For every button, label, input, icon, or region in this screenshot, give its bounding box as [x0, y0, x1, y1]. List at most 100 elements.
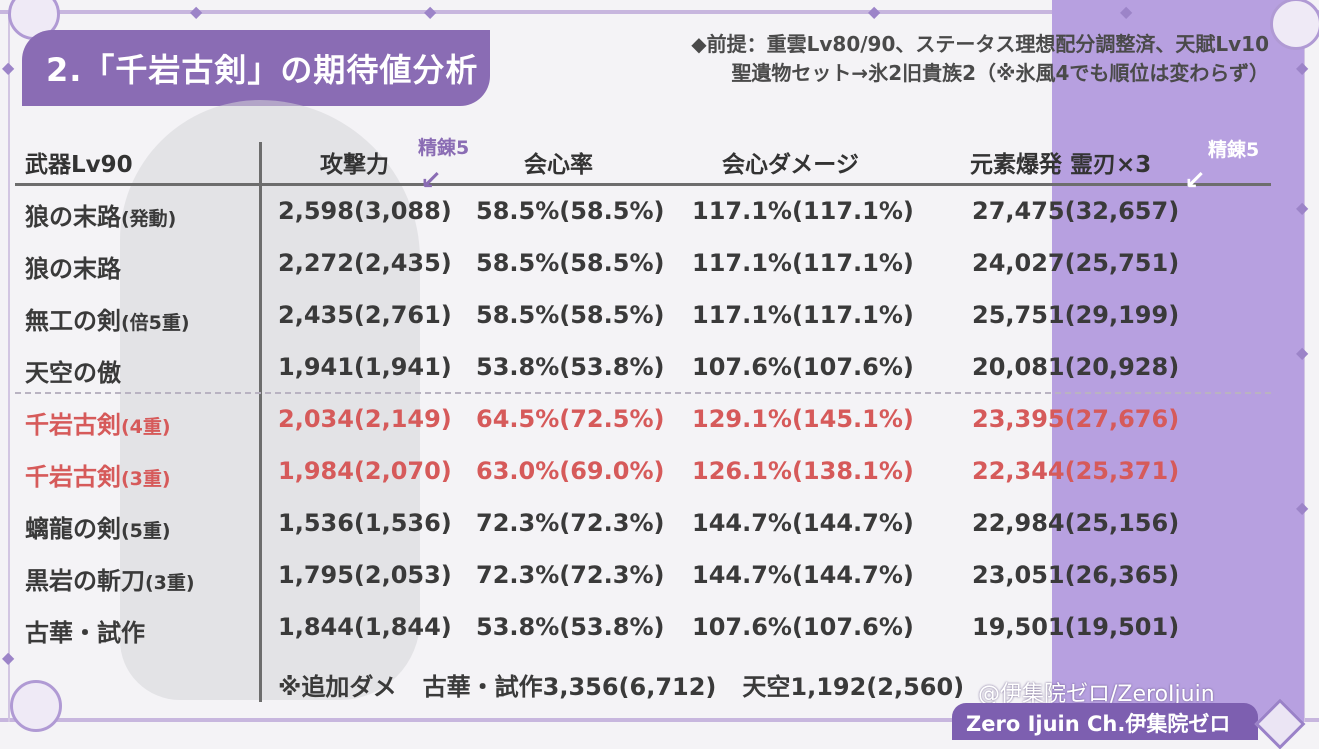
premise-line-1: ◆前提：重雲Lv80/90、ステータス理想配分調整済、天賦Lv10	[691, 32, 1269, 56]
cell-crit-rate: 58.5%(58.5%)	[476, 301, 665, 329]
cell-burst: 23,395(27,676)	[972, 405, 1180, 433]
cell-burst: 20,081(20,928)	[972, 353, 1180, 381]
diamond-ornament-icon: ◆	[1296, 343, 1309, 362]
cell-atk: 2,272(2,435)	[278, 249, 452, 277]
cell-crit-rate: 64.5%(72.5%)	[476, 405, 665, 433]
cell-weapon-name: 千岩古剣(3重)	[25, 457, 171, 492]
table-dashed-divider	[15, 392, 1271, 394]
cell-crit-rate: 53.8%(53.8%)	[476, 613, 665, 641]
diamond-ornament-icon: ◆	[1296, 58, 1309, 77]
cell-crit-dmg: 117.1%(117.1%)	[692, 197, 914, 225]
cell-atk: 1,984(2,070)	[278, 457, 452, 485]
diamond-ornament-icon: ◆	[2, 58, 15, 77]
cell-burst: 19,501(19,501)	[972, 613, 1180, 641]
header-burst: 元素爆発 霊刃×3	[970, 152, 1152, 178]
cell-atk: 2,435(2,761)	[278, 301, 452, 329]
cell-weapon-name: 螭龍の剣(5重)	[25, 509, 171, 544]
bottom-left-emblem-icon	[10, 680, 62, 732]
weapon-suffix: (発動)	[121, 208, 177, 230]
cell-crit-rate: 53.8%(53.8%)	[476, 353, 665, 381]
diamond-ornament-icon: ◆	[190, 2, 203, 21]
premise-line-2: 聖遺物セット→氷2旧貴族2（※氷風4でも順位は変わらず）	[731, 61, 1269, 85]
note-item-1: 古華・試作3,356(6,712)	[422, 673, 717, 701]
header-weapon: 武器Lv90	[25, 152, 133, 178]
weapon-suffix: (3重)	[121, 468, 171, 490]
cell-crit-rate: 58.5%(58.5%)	[476, 197, 665, 225]
diamond-ornament-icon: ◆	[424, 2, 437, 21]
weapon-name: 千岩古剣	[25, 411, 121, 439]
cell-crit-dmg: 107.6%(107.6%)	[692, 353, 914, 381]
weapon-name: 螭龍の剣	[25, 515, 121, 543]
weapon-suffix: (5重)	[121, 520, 171, 542]
title-banner	[22, 30, 490, 106]
page-title: 2.「千岩古剣」の期待値分析	[46, 51, 479, 89]
cell-weapon-name: 無工の剣(倍5重)	[25, 301, 190, 336]
cell-crit-rate: 72.3%(72.3%)	[476, 561, 665, 589]
bottom-frame-border	[0, 718, 1319, 722]
cell-burst: 25,751(29,199)	[972, 301, 1180, 329]
cell-weapon-name: 狼の末路	[25, 249, 121, 284]
left-frame-border	[8, 10, 10, 722]
cell-crit-dmg: 126.1%(138.1%)	[692, 457, 914, 485]
weapon-name: 千岩古剣	[25, 463, 121, 491]
cell-crit-rate: 72.3%(72.3%)	[476, 509, 665, 537]
premise-text: ◆前提：重雲Lv80/90、ステータス理想配分調整済、天賦Lv10 聖遺物セット…	[691, 30, 1269, 88]
diamond-ornament-icon: ◆	[1296, 498, 1309, 517]
cell-weapon-name: 千岩古剣(4重)	[25, 405, 171, 440]
top-right-snowflake-icon	[1270, 0, 1319, 50]
cell-atk: 1,795(2,053)	[278, 561, 452, 589]
header-crit-rate: 会心率	[524, 152, 593, 178]
refine-label-burst: 精錬5	[1208, 139, 1260, 161]
cell-weapon-name: 黒岩の斬刀(3重)	[25, 561, 195, 596]
cell-burst: 23,051(26,365)	[972, 561, 1180, 589]
cell-crit-dmg: 117.1%(117.1%)	[692, 301, 914, 329]
cell-weapon-name: 古華・試作	[25, 613, 145, 648]
cell-atk: 2,598(3,088)	[278, 197, 452, 225]
cell-crit-dmg: 144.7%(144.7%)	[692, 509, 914, 537]
cell-atk: 1,941(1,941)	[278, 353, 452, 381]
cell-atk: 1,844(1,844)	[278, 613, 452, 641]
cell-burst: 24,027(25,751)	[972, 249, 1180, 277]
refine-label-atk: 精錬5	[418, 137, 470, 159]
header-crit-dmg: 会心ダメージ	[722, 152, 859, 178]
diamond-ornament-icon: ◆	[1120, 2, 1133, 21]
weapon-name: 狼の末路	[25, 255, 121, 283]
note-prefix: ※追加ダメ	[278, 673, 397, 701]
cell-weapon-name: 狼の末路(発動)	[25, 197, 176, 232]
channel-name: Zero Ijuin Ch.伊集院ゼロ	[966, 712, 1231, 736]
cell-crit-rate: 58.5%(58.5%)	[476, 249, 665, 277]
cell-crit-dmg: 107.6%(107.6%)	[692, 613, 914, 641]
arrow-down-left-icon: ↙	[1184, 166, 1206, 196]
table-vertical-divider	[259, 142, 262, 702]
channel-badge	[952, 703, 1258, 740]
cell-crit-dmg: 129.1%(145.1%)	[692, 405, 914, 433]
cell-burst: 27,475(32,657)	[972, 197, 1180, 225]
weapon-name: 天空の傲	[25, 359, 121, 387]
cell-burst: 22,344(25,371)	[972, 457, 1180, 485]
weapon-name: 狼の末路	[25, 203, 121, 231]
weapon-name: 無工の剣	[25, 307, 121, 335]
arrow-down-left-icon: ↙	[420, 166, 442, 196]
cell-atk: 2,034(2,149)	[278, 405, 452, 433]
highlight-band	[1052, 0, 1304, 722]
table-header-divider	[15, 183, 1271, 186]
weapon-suffix: (倍5重)	[121, 312, 190, 334]
cell-crit-rate: 63.0%(69.0%)	[476, 457, 665, 485]
right-frame-border	[1303, 10, 1305, 722]
cell-burst: 22,984(25,156)	[972, 509, 1180, 537]
header-atk: 攻撃力	[320, 152, 389, 178]
cell-weapon-name: 天空の傲	[25, 353, 121, 388]
weapon-name: 古華・試作	[25, 619, 145, 647]
diamond-ornament-icon: ◆	[2, 648, 15, 667]
weapon-suffix: (3重)	[145, 572, 195, 594]
note-item-2: 天空1,192(2,560)	[742, 673, 965, 701]
cell-crit-dmg: 117.1%(117.1%)	[692, 249, 914, 277]
diamond-ornament-icon: ◆	[868, 2, 881, 21]
additional-damage-note: ※追加ダメ 古華・試作3,356(6,712) 天空1,192(2,560)	[278, 667, 990, 702]
diamond-ornament-icon: ◆	[1296, 198, 1309, 217]
cell-atk: 1,536(1,536)	[278, 509, 452, 537]
weapon-name: 黒岩の斬刀	[25, 567, 145, 595]
top-frame-border	[0, 10, 1319, 14]
cell-crit-dmg: 144.7%(144.7%)	[692, 561, 914, 589]
watermark-text: @伊集院ゼロ/ZeroIjuin	[978, 682, 1215, 707]
